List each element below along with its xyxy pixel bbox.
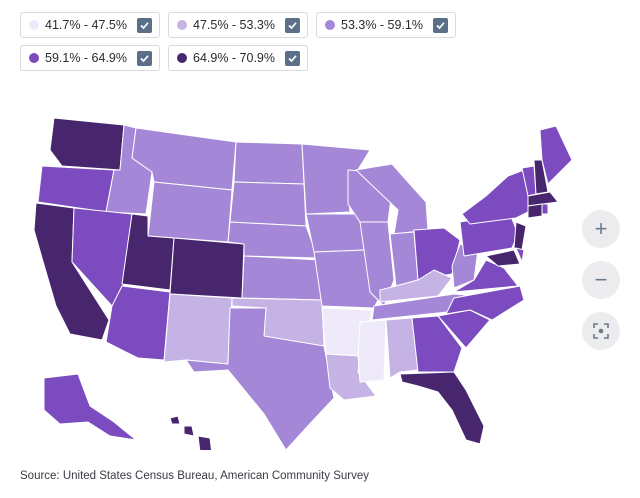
legend-item-2[interactable]: 47.5% - 53.3% [168,12,308,38]
state-iowa[interactable] [305,213,367,253]
legend-label: 53.3% - 59.1% [341,18,423,32]
state-north-dakota[interactable] [233,141,305,185]
state-alabama[interactable] [385,317,419,379]
legend-label: 64.9% - 70.9% [193,51,275,65]
state-maryland[interactable] [485,249,521,267]
state-florida[interactable] [399,371,485,445]
legend-item-1[interactable]: 41.7% - 47.5% [20,12,160,38]
source-note: Source: United States Census Bureau, Ame… [20,470,369,482]
state-washington[interactable] [49,117,125,171]
state-texas[interactable] [185,307,335,450]
state-georgia[interactable] [411,315,463,373]
legend-swatch [325,20,335,30]
state-mississippi[interactable] [357,319,387,383]
state-kentucky[interactable] [379,269,453,303]
state-kansas[interactable] [241,255,323,301]
legend-item-3[interactable]: 53.3% - 59.1% [316,12,456,38]
legend-swatch [177,20,187,30]
legend-label: 59.1% - 64.9% [45,51,127,65]
checkbox-checked-icon[interactable] [137,17,152,33]
plus-icon: + [594,216,608,241]
state-new-jersey[interactable] [513,221,527,251]
state-colorado[interactable] [169,237,245,299]
zoom-out-button[interactable]: − [582,261,620,299]
state-missouri[interactable] [313,249,381,309]
state-maine[interactable] [539,125,573,185]
state-arizona[interactable] [105,285,171,361]
legend-item-4[interactable]: 59.1% - 64.9% [20,45,160,71]
focus-frame-icon [593,323,609,339]
state-wyoming[interactable] [147,181,233,243]
state-massachusetts[interactable] [527,191,559,207]
state-michigan[interactable] [355,163,429,235]
state-south-dakota[interactable] [229,181,307,227]
legend: 41.7% - 47.5% 47.5% - 53.3% 53.3% - 59.1… [20,12,580,71]
checkbox-checked-icon[interactable] [285,50,300,66]
legend-swatch [29,53,39,63]
state-new-york[interactable] [461,169,533,225]
legend-label: 41.7% - 47.5% [45,18,127,32]
zoom-in-button[interactable]: + [582,210,620,248]
reset-view-button[interactable] [582,312,620,350]
legend-label: 47.5% - 53.3% [193,18,275,32]
state-new-mexico[interactable] [163,293,233,365]
legend-swatch [29,20,39,30]
checkbox-checked-icon[interactable] [433,17,448,33]
checkbox-checked-icon[interactable] [285,17,300,33]
checkbox-checked-icon[interactable] [137,50,152,66]
state-north-carolina[interactable] [445,285,525,321]
legend-swatch [177,53,187,63]
us-choropleth-map [33,117,573,450]
minus-icon: − [594,267,608,292]
legend-item-5[interactable]: 64.9% - 70.9% [168,45,308,71]
state-connecticut[interactable] [527,203,543,219]
state-hawaii[interactable] [169,415,213,450]
state-delaware[interactable] [515,247,525,263]
state-rhode-island[interactable] [541,203,549,215]
state-alaska[interactable] [43,373,137,441]
